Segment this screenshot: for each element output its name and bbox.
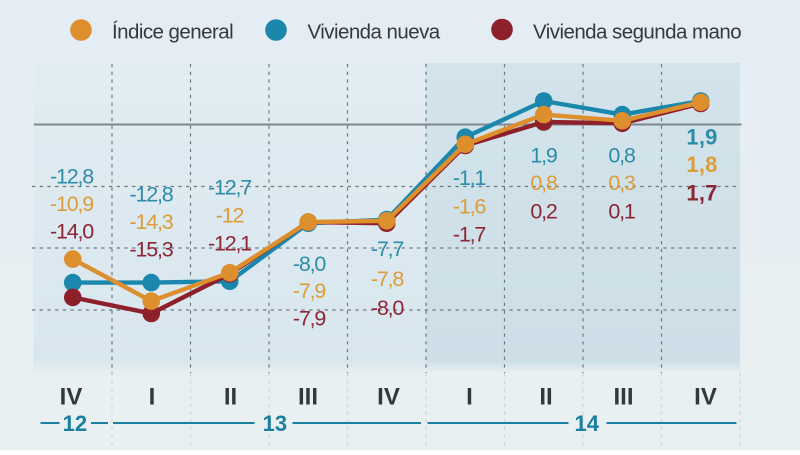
svg-text:III: III	[613, 384, 633, 411]
svg-text:IV: IV	[694, 384, 717, 411]
svg-text:-14,0: -14,0	[50, 220, 94, 244]
svg-text:-7,8: -7,8	[371, 267, 404, 291]
svg-text:IV: IV	[60, 384, 83, 411]
svg-text:I: I	[466, 384, 473, 411]
svg-text:III: III	[298, 384, 318, 411]
svg-text:I: I	[149, 384, 156, 411]
svg-text:-8,0: -8,0	[371, 296, 404, 320]
svg-text:0,8: 0,8	[530, 171, 558, 195]
svg-text:14: 14	[575, 411, 600, 436]
svg-text:13: 13	[263, 411, 287, 436]
svg-text:-1,6: -1,6	[453, 195, 486, 219]
svg-text:0,8: 0,8	[608, 144, 636, 168]
svg-text:Vivienda nueva: Vivienda nueva	[308, 21, 441, 44]
svg-text:0,1: 0,1	[608, 200, 635, 224]
svg-text:-10,9: -10,9	[50, 192, 93, 216]
svg-text:IV: IV	[377, 384, 400, 411]
svg-text:Vivienda segunda mano: Vivienda segunda mano	[533, 21, 741, 44]
svg-text:II: II	[539, 384, 552, 411]
svg-text:0,2: 0,2	[530, 200, 557, 224]
svg-text:-14,3: -14,3	[129, 210, 173, 234]
svg-text:-12,8: -12,8	[50, 165, 94, 189]
svg-text:12: 12	[63, 411, 87, 436]
svg-text:-1,7: -1,7	[453, 223, 485, 247]
svg-text:-15,3: -15,3	[129, 238, 173, 262]
svg-text:-12,1: -12,1	[208, 232, 251, 256]
svg-text:0,3: 0,3	[608, 171, 636, 195]
svg-text:-7,9: -7,9	[293, 307, 325, 331]
svg-text:1,9: 1,9	[530, 144, 557, 168]
svg-text:1,8: 1,8	[686, 152, 717, 177]
svg-text:-7,9: -7,9	[293, 279, 325, 303]
svg-text:Índice general: Índice general	[112, 21, 233, 44]
svg-text:-12: -12	[216, 204, 244, 228]
svg-text:-12,8: -12,8	[129, 183, 173, 207]
svg-text:-7,7: -7,7	[371, 237, 403, 261]
svg-text:1,9: 1,9	[686, 125, 717, 150]
svg-text:II: II	[224, 384, 237, 411]
svg-text:-12,7: -12,7	[208, 176, 251, 200]
svg-text:-1,1: -1,1	[453, 166, 485, 190]
svg-text:1,7: 1,7	[686, 181, 717, 206]
svg-text:-8,0: -8,0	[293, 252, 326, 276]
